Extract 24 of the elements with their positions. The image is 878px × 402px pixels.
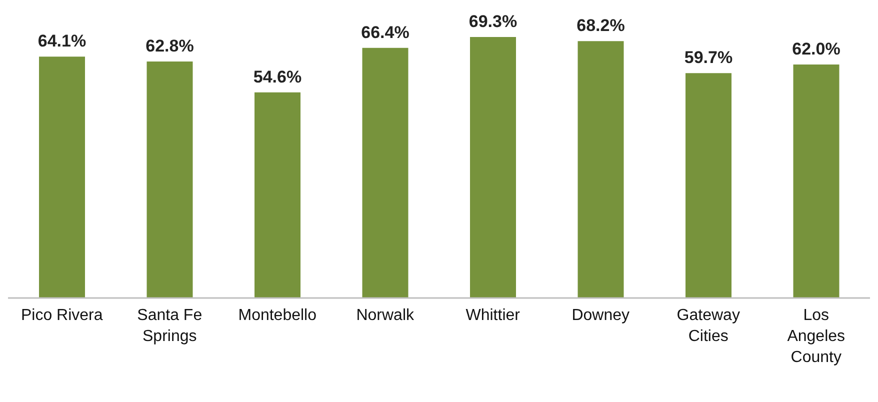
- data-label: 62.0%: [792, 39, 840, 58]
- data-label: 66.4%: [361, 22, 410, 42]
- data-label: 69.3%: [468, 12, 518, 31]
- bar: [793, 64, 840, 298]
- x-tick-label: Whittier: [466, 307, 521, 324]
- x-tick-label: Gateway Cities: [676, 307, 740, 345]
- data-label: 54.6%: [253, 67, 302, 86]
- bar: [39, 56, 85, 298]
- bar: [254, 92, 300, 298]
- x-tick-label: Los Angeles County: [787, 307, 846, 366]
- data-label: 62.8%: [146, 36, 194, 56]
- data-label: 68.2%: [576, 16, 625, 36]
- data-label: 64.1%: [38, 32, 86, 51]
- bar: [686, 73, 732, 298]
- bar: [470, 37, 516, 298]
- bar: [146, 61, 193, 298]
- bar: [578, 41, 624, 298]
- x-tick-label: Pico Rivera: [20, 307, 103, 324]
- x-tick-label: Downey: [572, 307, 630, 324]
- x-tick-label: Santa Fe Springs: [137, 307, 202, 345]
- x-tick-label: Montebello: [238, 307, 317, 324]
- data-label: 59.7%: [684, 48, 733, 68]
- x-tick-label: Norwalk: [356, 307, 416, 324]
- bar: [362, 48, 408, 298]
